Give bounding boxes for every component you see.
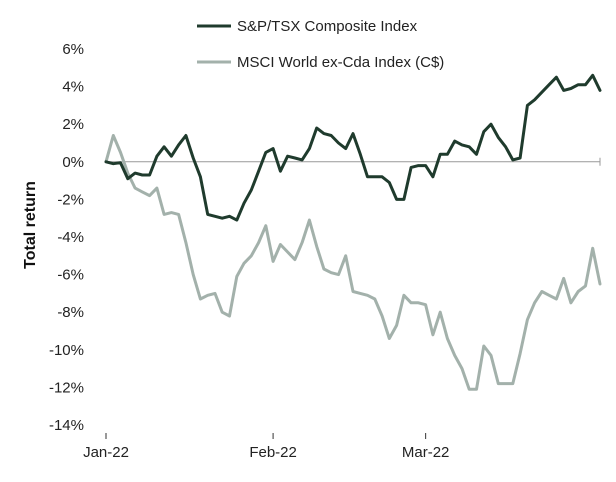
series-layer [104, 73, 602, 391]
y-tick-label: 6% [62, 41, 84, 58]
y-tick-label: 0% [62, 154, 84, 171]
x-tick-label: Jan-22 [83, 444, 129, 461]
series-line-msci [104, 134, 602, 391]
series-line-tsx [104, 73, 602, 222]
legend-entry-msci: MSCI World ex-Cda Index (C$) [197, 54, 444, 71]
y-tick-label: -14% [49, 417, 84, 434]
y-tick-label: -2% [57, 191, 84, 208]
y-tick-label: 2% [62, 116, 84, 133]
y-tick-label: -6% [57, 267, 84, 284]
x-tick-label: Mar-22 [402, 444, 450, 461]
y-tick-label: -8% [57, 304, 84, 321]
x-tick-label: Feb-22 [249, 444, 297, 461]
y-tick-label: -10% [49, 342, 84, 359]
y-axis-title: Total return [22, 181, 39, 269]
y-axis-ticks: -14% -12% -10% -8% -6% -4% -2% 0% 2% 4% 6% [49, 41, 84, 434]
x-axis-ticks: Jan-22 Feb-22 Mar-22 [83, 433, 449, 461]
y-tick-label: 4% [62, 79, 84, 96]
y-tick-label: -4% [57, 229, 84, 246]
legend: S&P/TSX Composite Index MSCI World ex-Cd… [197, 18, 444, 71]
y-tick-label: -12% [49, 379, 84, 396]
legend-label-tsx: S&P/TSX Composite Index [237, 18, 418, 35]
legend-label-msci: MSCI World ex-Cda Index (C$) [237, 54, 444, 71]
legend-entry-tsx: S&P/TSX Composite Index [197, 18, 418, 35]
